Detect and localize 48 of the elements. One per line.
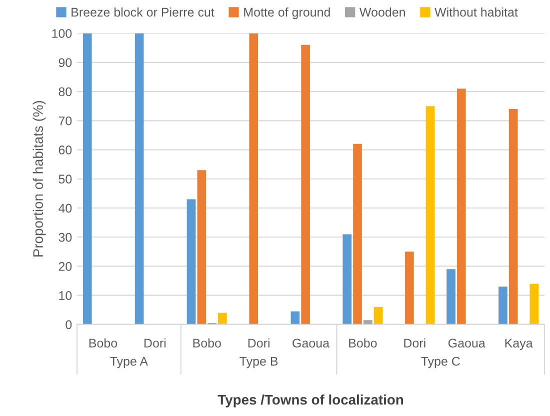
y-tick-label: 80 [58, 87, 72, 96]
bar [405, 252, 414, 324]
y-tick-label: 50 [58, 174, 72, 184]
legend-label: Motte of ground [244, 7, 330, 20]
x-tick-label: Dori [404, 338, 426, 348]
legend-label: Wooden [360, 7, 405, 17]
legend-label: Without habitat [434, 7, 518, 17]
legend-label: Breeze block or Pierre cut [72, 7, 214, 17]
y-tick-label: 70 [58, 116, 72, 126]
y-tick-label: 20 [58, 262, 72, 271]
y-axis-title: Proportion of habitats (%) [32, 100, 46, 256]
bar [197, 170, 206, 324]
text: Type A [110, 356, 148, 368]
x-axis-title: Types /Towns of localization [218, 394, 404, 408]
bar [186, 199, 196, 324]
x-tick-label: Gaoua [292, 338, 330, 348]
bar [374, 307, 383, 324]
bar [134, 33, 144, 324]
x-tick-label: Dori [248, 338, 270, 348]
bar [363, 320, 372, 324]
bar [353, 144, 362, 324]
bar [342, 234, 352, 324]
y-tick-label: 10 [59, 291, 72, 300]
bar [249, 33, 258, 324]
bar [218, 312, 227, 324]
x-tick-label: Bobo [193, 338, 221, 348]
y-tick-label: 90 [58, 58, 72, 68]
bar [290, 311, 300, 324]
bar [498, 286, 508, 324]
text: Type B [240, 356, 278, 368]
x-tick-label: Gaoua [448, 338, 486, 348]
bar [508, 108, 518, 324]
text: Type C [421, 356, 460, 368]
bar [301, 44, 310, 324]
x-tick-label: Dori [144, 338, 166, 348]
y-tick-label: 0 [66, 320, 72, 330]
y-tick-label: 40 [58, 204, 72, 213]
x-tick-label: Bobo [89, 338, 118, 348]
bar [446, 269, 456, 324]
bar [456, 88, 466, 324]
y-tick-label: 100 [52, 29, 72, 38]
x-tick-label: Kaya [505, 338, 533, 350]
bar [530, 284, 539, 324]
y-tick-label: 30 [58, 232, 72, 242]
bar [426, 106, 435, 324]
x-tick-label: Bobo [349, 338, 377, 348]
bar [82, 33, 92, 324]
y-tick-label: 60 [58, 146, 72, 154]
